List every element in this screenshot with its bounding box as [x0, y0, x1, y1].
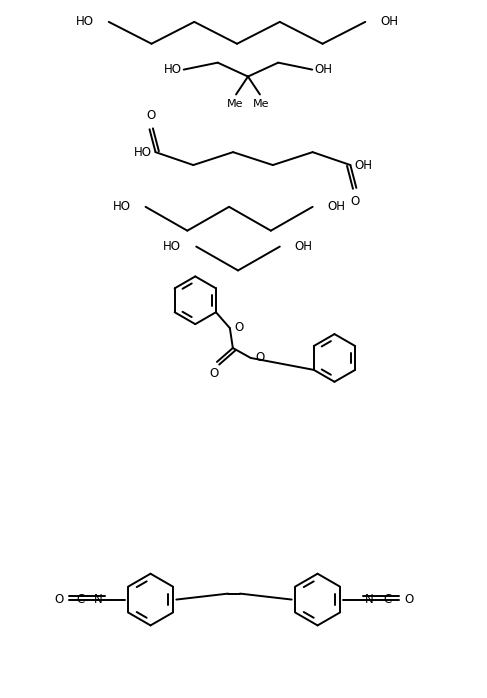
Text: HO: HO [112, 200, 131, 214]
Text: HO: HO [76, 15, 94, 29]
Text: C: C [76, 593, 85, 606]
Text: O: O [146, 110, 155, 122]
Text: C: C [383, 593, 392, 606]
Text: OH: OH [328, 200, 345, 214]
Text: N: N [365, 593, 374, 606]
Text: OH: OH [380, 15, 398, 29]
Text: O: O [209, 367, 219, 380]
Text: HO: HO [164, 63, 182, 76]
Text: OH: OH [295, 240, 313, 253]
Text: O: O [404, 593, 413, 606]
Text: Me: Me [253, 99, 269, 110]
Text: O: O [256, 352, 265, 364]
Text: O: O [351, 195, 360, 208]
Text: HO: HO [163, 240, 181, 253]
Text: Me: Me [227, 99, 244, 110]
Text: HO: HO [133, 146, 151, 158]
Text: O: O [235, 320, 244, 334]
Text: N: N [94, 593, 103, 606]
Text: OH: OH [355, 158, 373, 172]
Text: OH: OH [314, 63, 332, 76]
Text: O: O [55, 593, 64, 606]
